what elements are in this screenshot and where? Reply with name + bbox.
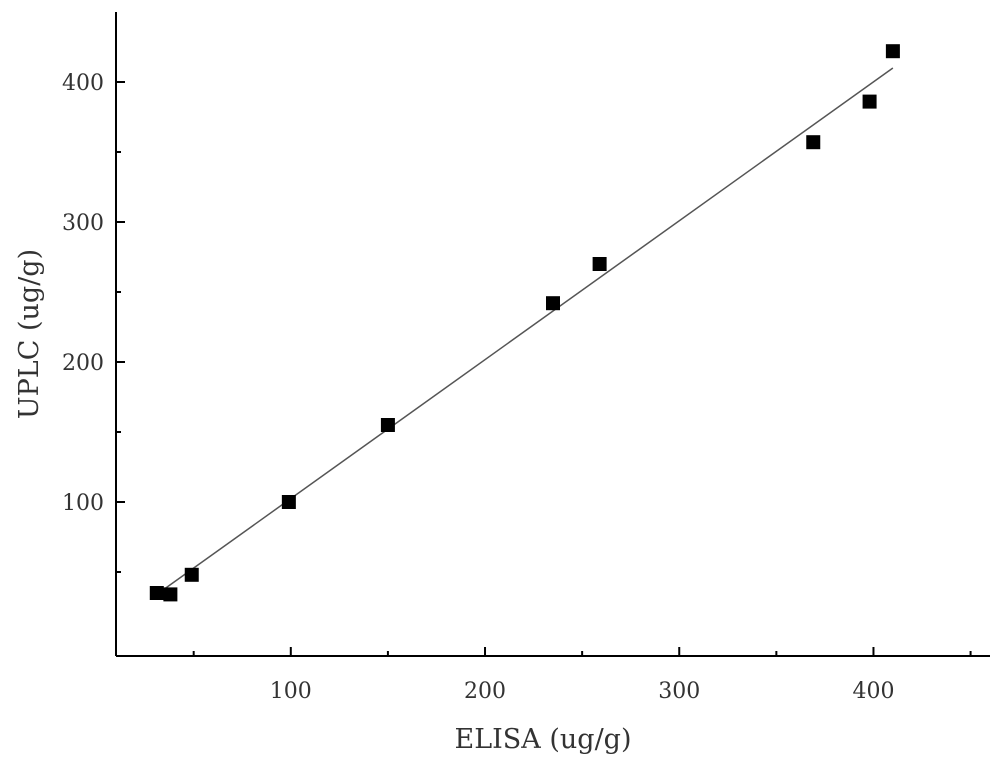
y-tick-label: 400 (62, 71, 104, 96)
axis-ticks: 100 200 300 400 100 200 300 400 (62, 71, 972, 704)
data-point (149, 586, 164, 600)
data-point (380, 418, 395, 432)
data-point (806, 135, 821, 150)
y-tick-label: 300 (62, 211, 104, 236)
x-tick-label: 300 (658, 679, 700, 704)
y-axis-title: UPLC (ug/g) (14, 249, 45, 419)
fit-line (160, 67, 894, 593)
data-point (184, 567, 199, 582)
data-point (163, 587, 178, 602)
data-points (149, 44, 900, 602)
x-tick-label: 400 (852, 679, 894, 704)
x-axis-title: ELISA (ug/g) (454, 724, 631, 755)
data-point (592, 257, 607, 271)
data-point (885, 44, 900, 59)
y-tick-label: 100 (62, 491, 104, 516)
x-tick-label: 100 (270, 679, 312, 704)
data-point (281, 495, 296, 509)
data-point (862, 94, 877, 109)
data-point (546, 296, 560, 311)
y-tick-label: 200 (62, 351, 104, 376)
axes (115, 12, 990, 657)
x-tick-label: 200 (464, 679, 506, 704)
fit-line-group (160, 67, 894, 593)
